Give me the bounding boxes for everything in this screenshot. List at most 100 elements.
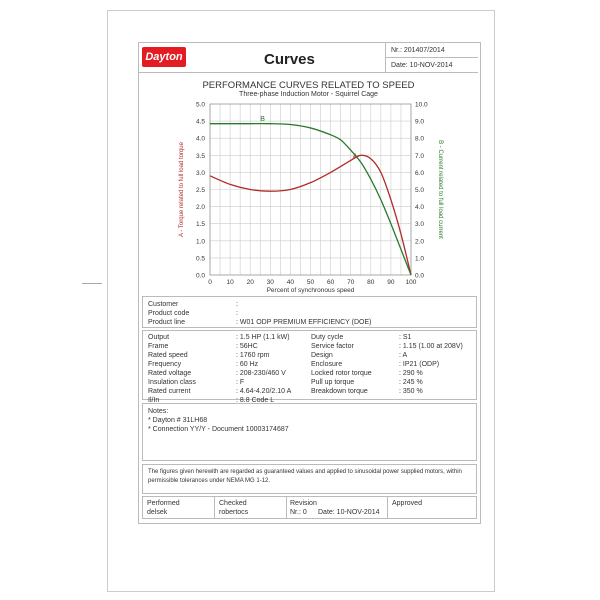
notes-title: Notes: [148,408,169,415]
y2-tick-label: 9.0 [415,119,424,126]
notes-section: Notes: * Dayton # 31LH68 * Connection YY… [142,403,477,461]
y2-tick-label: 1.0 [415,255,424,262]
y2-tick-label: 6.0 [415,170,424,177]
document-number: Nr.: 201407/2014 [391,47,445,54]
spec-label: Design [311,352,333,359]
y2-tick-label: 3.0 [415,221,424,228]
series-a-line [209,154,412,276]
divider [82,283,102,284]
spec-value: : A [399,352,408,359]
spec-label: Frame [148,343,169,350]
document-date: Date: 10-NOV-2014 [391,62,453,69]
spec-label: Rated speed [148,352,188,359]
spec-row: Rated speed : 1760 rpm [148,351,311,360]
spec-row: Service factor : 1.15 (1.00 at 208V) [311,342,463,351]
spec-row: Output: 1.5 HP (1.1 kW) [148,333,311,342]
spec-label: Duty cycle [311,334,344,341]
y-tick-label: 1.5 [196,221,205,228]
spec-value: : 245 % [399,379,423,386]
y2-tick-label: 4.0 [415,204,424,211]
note-item: * Dayton # 31LH68 [148,417,208,424]
y-axis-label: A - Torque related to full load torque [179,141,185,237]
y-tick-label: 2.0 [196,204,205,211]
y-tick-label: 3.0 [196,170,205,177]
customer-section: Customer: Product code: Product line: W01 … [142,296,477,328]
y-tick-label: 0.5 [196,255,205,262]
x-tick-label: 80 [367,279,375,286]
x-tick-label: 90 [387,279,395,286]
field-label: Product code [148,310,190,317]
field-label: Customer [148,301,179,308]
spec-label: Insulation class [148,379,196,386]
revision-number: Nr.: 0 [290,509,307,516]
spec-label: Rated current [148,388,191,395]
spec-value: : 208-230/460 V [236,370,286,377]
checked-by: robertocs [219,509,249,516]
y-tick-label: 2.5 [196,187,205,194]
field-label: Product line [148,319,185,326]
spec-value: : 1760 rpm [236,352,270,359]
field-value: : [236,301,238,308]
spec-row: Breakdown torque : 350 % [311,387,463,396]
spec-value: : 290 % [399,370,423,377]
y2-tick-label: 0.0 [415,273,424,280]
spec-label: Frequency [148,361,182,368]
plot-area [209,103,412,276]
spec-row: Duty cycle: S1 [311,333,463,342]
spec-label: Enclosure [311,361,343,368]
spec-row: Insulation class: F [148,378,311,387]
x-tick-label: 50 [307,279,315,286]
checked-label: Checked [219,500,247,507]
spec-value: : 1.15 (1.00 at 208V) [399,343,463,350]
revision-label: Revision [290,500,317,507]
spec-row: Rated voltage : 208-230/460 V [148,369,311,378]
dayton-logo: Dayton [142,47,186,67]
y-tick-label: 3.5 [196,153,205,160]
spec-label: Rated voltage [148,370,192,377]
y2-tick-label: 5.0 [415,187,424,194]
spec-row: Frame : 56HC [148,342,311,351]
x-axis-label: Percent of synchronous speed [267,287,355,294]
spec-row: Frequency : 60 Hz [148,360,311,369]
y-tick-label: 5.0 [196,102,205,109]
spec-value: : IP21 (ODP) [399,361,440,368]
x-tick-label: 0 [208,279,212,286]
revision-date: Date: 10-NOV-2014 [318,509,380,516]
y-tick-label: 0.0 [196,273,205,280]
chart-subtitle: Three-phase Induction Motor - Squirrel C… [239,91,378,98]
spec-row: Rated current: 4.64-4.20/2.10 A [148,387,311,396]
x-tick-label: 60 [327,279,335,286]
spec-value: : 8.8 Code L [236,397,275,404]
y-tick-label: 4.5 [196,119,205,126]
document-page [107,10,495,592]
series-b-label: B [260,116,265,123]
y2-axis-label: B - Current related to full load current [437,140,443,239]
spec-label: Il/In [148,397,160,404]
series-b-line [210,122,412,276]
y2-tick-label: 7.0 [415,153,424,160]
chart-title: PERFORMANCE CURVES RELATED TO SPEED [202,80,415,91]
customer-row: Customer: [148,300,471,309]
note-item: * Connection YY/Y - Document 10003174687 [148,426,289,433]
y2-tick-label: 2.0 [415,238,424,245]
approved-label: Approved [392,500,422,507]
customer-row: Product line: W01 ODP PREMIUM EFFICIENCY… [148,318,471,327]
spec-label: Breakdown torque [311,388,368,395]
series-a-label: A [353,154,358,161]
spec-label: Output [148,334,170,341]
spec-value: : 56HC [236,343,258,350]
page-title: Curves [264,51,315,68]
spec-label: Service factor [311,343,354,350]
y-tick-label: 4.0 [196,136,205,143]
x-tick-label: 40 [287,279,295,286]
y-tick-label: 1.0 [196,238,205,245]
disclaimer: The figures given herewith are regarded … [142,464,477,494]
spec-value: : 60 Hz [236,361,259,368]
y2-tick-label: 10.0 [415,102,428,109]
x-tick-label: 10 [226,279,234,286]
x-tick-label: 30 [267,279,275,286]
datasheet-frame: Dayton Curves Nr.: 201407/2014 Date: 10-… [138,42,481,524]
y2-tick-label: 8.0 [415,136,424,143]
spec-row: Locked rotor torque: 290 % [311,369,463,378]
spec-value: : 350 % [399,388,423,395]
